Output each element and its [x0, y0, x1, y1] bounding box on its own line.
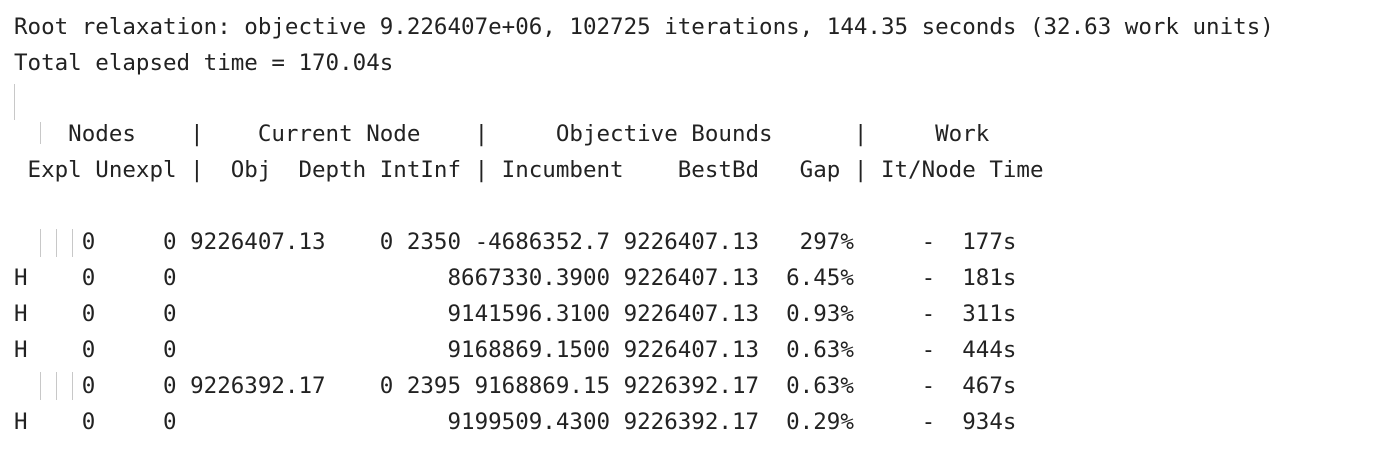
log-row: H 0 0 9141596.3100 9226407.13 0.93% - 31… [14, 301, 1017, 327]
log-row: H 0 0 9168869.1500 9226407.13 0.63% - 44… [14, 337, 1017, 363]
indent-guide [40, 372, 41, 400]
indent-guide [72, 372, 73, 400]
log-row: H 0 0 9199509.4300 9226392.17 0.29% - 93… [14, 409, 1017, 435]
indent-guide [72, 229, 73, 257]
table-group-header: Nodes | Current Node | Objective Bounds … [14, 121, 990, 147]
indent-guide [56, 372, 57, 400]
log-row: 0 0 9226392.17 0 2395 9168869.15 9226392… [14, 373, 1017, 399]
root-relaxation-line: Root relaxation: objective 9.226407e+06,… [14, 14, 1274, 40]
log-row: 0 0 9226407.13 0 2350 -4686352.7 9226407… [14, 229, 1017, 255]
indent-guide [40, 122, 41, 144]
indent-guide [40, 229, 41, 257]
total-elapsed-line: Total elapsed time = 170.04s [14, 50, 394, 76]
log-row: H 0 0 8667330.3900 9226407.13 6.45% - 18… [14, 265, 1017, 291]
indent-guide [14, 84, 15, 120]
indent-guide [56, 229, 57, 257]
table-column-header: Expl Unexpl | Obj Depth IntInf | Incumbe… [14, 157, 1044, 183]
